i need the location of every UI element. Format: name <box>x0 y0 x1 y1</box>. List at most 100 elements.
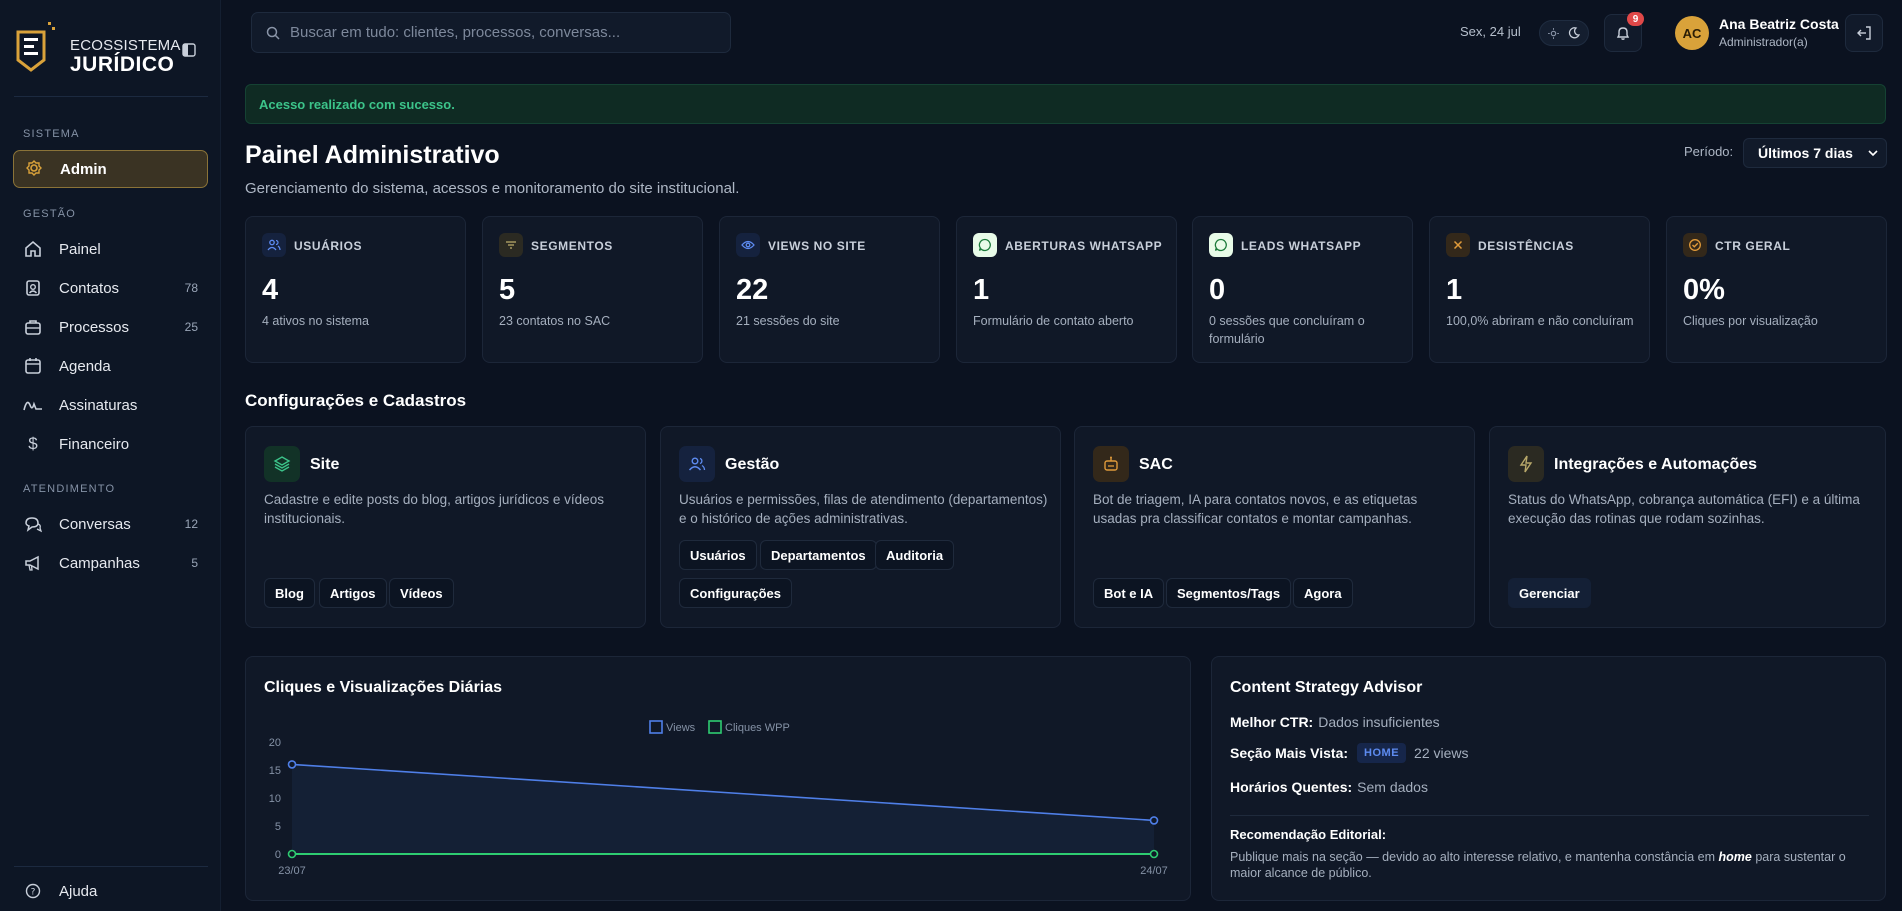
chip-gerenciar[interactable]: Gerenciar <box>1508 578 1591 608</box>
chip-artigos[interactable]: Artigos <box>319 578 387 608</box>
advisor-rec-emphasis: home <box>1718 850 1752 864</box>
search-input[interactable] <box>290 24 720 41</box>
stat-title: VIEWS NO SITE <box>768 239 866 253</box>
y-tick-label: 15 <box>269 765 281 777</box>
briefcase-icon <box>23 317 43 337</box>
sidebar-item-financeiro[interactable]: $ Financeiro <box>13 425 208 463</box>
stat-title: ABERTURAS WHATSAPP <box>1005 239 1163 253</box>
filter-icon <box>499 233 523 257</box>
stat-desc: 23 contatos no SAC <box>499 314 611 328</box>
sidebar-item-conversas[interactable]: Conversas 12 <box>13 505 208 543</box>
config-card-site: Site Cadastre e edite posts do blog, art… <box>245 426 646 628</box>
config-card-integracoes: Integrações e Automações Status do Whats… <box>1489 426 1886 628</box>
legend-swatch <box>708 720 722 734</box>
notifications-badge: 9 <box>1627 12 1644 26</box>
sidebar-item-processos[interactable]: Processos 25 <box>13 308 208 346</box>
advisor-rec-text: Publique mais na seção — devido ao alto … <box>1230 850 1716 864</box>
sun-icon <box>1548 27 1560 39</box>
layers-icon <box>264 446 300 482</box>
stat-card-desistencias: DESISTÊNCIAS 1 100,0% abriram e não conc… <box>1429 216 1650 363</box>
advisor-hot-hours-label: Horários Quentes: <box>1230 779 1353 795</box>
x-icon <box>1446 233 1470 257</box>
config-card-desc: Cadastre e edite posts do blog, artigos … <box>264 492 604 526</box>
stat-value: 4 <box>262 274 279 306</box>
stat-card-leads-whatsapp: LEADS WHATSAPP 0 0 sessões que concluíra… <box>1192 216 1413 363</box>
sidebar-item-agenda[interactable]: Agenda <box>13 347 208 385</box>
y-tick-label: 20 <box>269 737 281 749</box>
home-icon <box>23 239 43 259</box>
sidebar-collapse-icon[interactable] <box>182 43 196 57</box>
config-card-desc: Status do WhatsApp, cobrança automática … <box>1508 492 1860 526</box>
stat-title: CTR GERAL <box>1715 239 1791 253</box>
series-area <box>292 764 1154 854</box>
advisor-recommendation: Publique mais na seção — devido ao alto … <box>1230 849 1870 881</box>
stat-value: 1 <box>1446 274 1463 306</box>
brand-logo[interactable]: ECOSSISTEMA JURÍDICO <box>14 20 214 84</box>
advisor-hot-hours: Horários Quentes: Sem dados <box>1230 779 1428 795</box>
chip-bot-ia[interactable]: Bot e IA <box>1093 578 1165 608</box>
lightning-icon <box>1508 446 1544 482</box>
sidebar-item-label: Agenda <box>59 357 111 375</box>
stat-value: 22 <box>736 274 769 306</box>
stat-title: SEGMENTOS <box>531 239 613 253</box>
sidebar-item-label: Conversas <box>59 515 131 533</box>
sidebar-item-assinaturas[interactable]: Assinaturas <box>13 386 208 424</box>
period-select[interactable]: Últimos 7 dias <box>1743 138 1887 168</box>
legend-swatch <box>649 720 663 734</box>
sidebar-item-admin[interactable]: Admin <box>13 150 208 188</box>
config-card-title: Integrações e Automações <box>1554 456 1758 473</box>
config-card-desc: Usuários e permissões, filas de atendime… <box>679 492 1048 526</box>
chip-blog[interactable]: Blog <box>264 578 315 608</box>
y-tick-label: 0 <box>275 849 281 861</box>
line-chart: 0 5 10 15 20 23/07 24/07 Views Cliques WPP <box>269 720 1168 877</box>
stat-title: LEADS WHATSAPP <box>1241 239 1362 253</box>
advisor-top-section-views: 22 views <box>1414 745 1469 761</box>
stat-value: 5 <box>499 274 516 306</box>
advisor-best-ctr-value: Dados insuficientes <box>1318 714 1440 730</box>
stat-card-aberturas-whatsapp: ABERTURAS WHATSAPP 1 Formulário de conta… <box>956 216 1177 363</box>
sidebar-item-label: Assinaturas <box>59 396 138 414</box>
dollar-icon: $ <box>28 434 38 453</box>
logout-icon <box>1857 26 1871 40</box>
global-search[interactable] <box>251 12 731 53</box>
sidebar-divider <box>14 96 208 97</box>
stat-desc: 4 ativos no sistema <box>262 314 369 328</box>
advisor-rec-text-end: para sustentar o maior alcance de públic… <box>1230 850 1846 880</box>
chat-icon <box>23 514 43 534</box>
chip-videos[interactable]: Vídeos <box>389 578 454 608</box>
legend-label: Views <box>666 722 696 734</box>
sidebar-section-atendimento: ATENDIMENTO <box>23 483 116 495</box>
sidebar-item-count: 25 <box>184 320 198 334</box>
chip-auditoria[interactable]: Auditoria <box>875 540 955 570</box>
stat-value: 0 <box>1209 274 1226 306</box>
section-badge: HOME <box>1357 743 1407 763</box>
users-icon <box>679 446 715 482</box>
chip-segmentos-tags[interactable]: Segmentos/Tags <box>1166 578 1292 608</box>
sidebar: ECOSSISTEMA JURÍDICO SISTEMA Admin GESTÃ… <box>0 0 221 911</box>
avatar[interactable]: AC <box>1675 16 1709 50</box>
stat-value: 0% <box>1683 274 1725 306</box>
moon-icon <box>1568 27 1580 39</box>
whatsapp-icon <box>973 233 997 257</box>
chip-agora[interactable]: Agora <box>1293 578 1353 608</box>
eye-icon <box>736 233 760 257</box>
bell-icon <box>1616 27 1630 40</box>
sidebar-section-gestao: GESTÃO <box>23 208 77 220</box>
sidebar-item-painel[interactable]: Painel <box>13 230 208 268</box>
sidebar-item-count: 5 <box>191 556 198 570</box>
chip-usuarios[interactable]: Usuários <box>679 540 757 570</box>
chip-configuracoes[interactable]: Configurações <box>679 578 793 608</box>
logout-button[interactable] <box>1845 14 1883 52</box>
brand-line2: JURÍDICO <box>70 53 175 76</box>
advisor-best-ctr-label: Melhor CTR: <box>1230 714 1314 730</box>
stat-card-segmentos: SEGMENTOS 5 23 contatos no SAC <box>482 216 703 363</box>
sidebar-item-contatos[interactable]: Contatos 78 <box>13 269 208 307</box>
contacts-icon <box>23 278 43 298</box>
sidebar-item-campanhas[interactable]: Campanhas 5 <box>13 544 208 582</box>
period-label: Período: <box>1684 144 1734 159</box>
data-point <box>287 849 297 859</box>
sidebar-item-help[interactable]: ? Ajuda <box>13 872 208 910</box>
theme-toggle[interactable] <box>1539 20 1589 46</box>
chip-departamentos[interactable]: Departamentos <box>760 540 877 570</box>
chevron-down-icon <box>1868 150 1878 157</box>
